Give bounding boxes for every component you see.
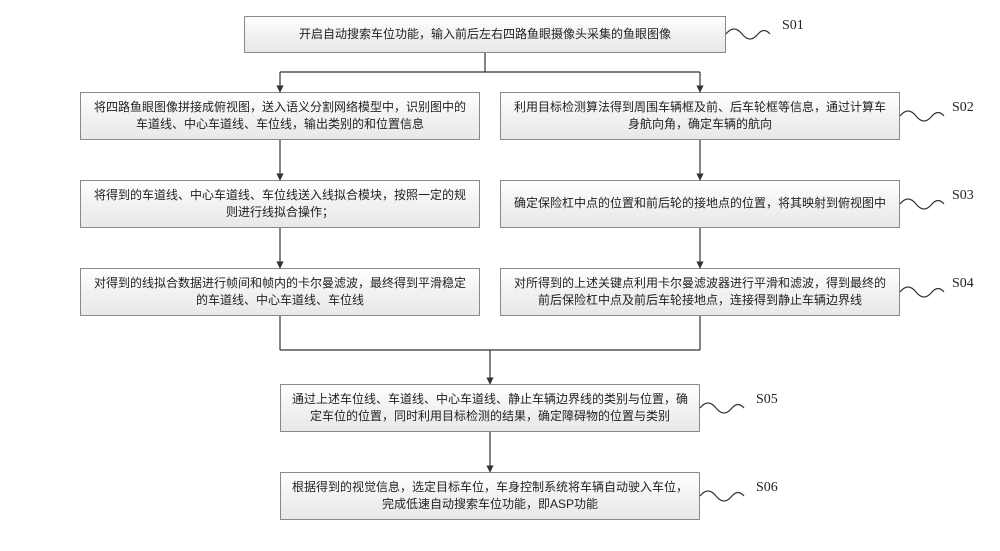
step-s04-right: 对所得到的上述关键点利用卡尔曼滤波器进行平滑和滤波，得到最终的前后保险杠中点及前…	[500, 268, 900, 316]
step-s02-left: 将四路鱼眼图像拼接成俯视图，送入语义分割网络模型中，识别图中的车道线、中心车道线…	[80, 92, 480, 140]
step-s04r-text: 对所得到的上述关键点利用卡尔曼滤波器进行平滑和滤波，得到最终的前后保险杠中点及前…	[511, 275, 889, 310]
step-s01: 开启自动搜索车位功能，输入前后左右四路鱼眼摄像头采集的鱼眼图像	[244, 16, 726, 53]
step-s05: 通过上述车位线、车道线、中心车道线、静止车辆边界线的类别与位置，确定车位的位置，…	[280, 384, 700, 432]
step-s06: 根据得到的视觉信息，选定目标车位，车身控制系统将车辆自动驶入车位，完成低速自动搜…	[280, 472, 700, 520]
label-s01: S01	[782, 18, 804, 34]
label-s06: S06	[756, 480, 778, 496]
step-s05-text: 通过上述车位线、车道线、中心车道线、静止车辆边界线的类别与位置，确定车位的位置，…	[291, 391, 689, 426]
step-s04-left: 对得到的线拟合数据进行帧间和帧内的卡尔曼滤波，最终得到平滑稳定的车道线、中心车道…	[80, 268, 480, 316]
step-s06-text: 根据得到的视觉信息，选定目标车位，车身控制系统将车辆自动驶入车位，完成低速自动搜…	[291, 479, 689, 514]
label-s03: S03	[952, 188, 974, 204]
flowchart-canvas: 开启自动搜索车位功能，输入前后左右四路鱼眼摄像头采集的鱼眼图像 将四路鱼眼图像拼…	[0, 0, 1000, 551]
label-s05: S05	[756, 392, 778, 408]
label-s02: S02	[952, 100, 974, 116]
step-s03r-text: 确定保险杠中点的位置和前后轮的接地点的位置，将其映射到俯视图中	[514, 195, 886, 212]
step-s04l-text: 对得到的线拟合数据进行帧间和帧内的卡尔曼滤波，最终得到平滑稳定的车道线、中心车道…	[91, 275, 469, 310]
step-s01-text: 开启自动搜索车位功能，输入前后左右四路鱼眼摄像头采集的鱼眼图像	[299, 26, 671, 43]
label-s04: S04	[952, 276, 974, 292]
step-s02-right: 利用目标检测算法得到周围车辆框及前、后车轮框等信息，通过计算车身航向角，确定车辆…	[500, 92, 900, 140]
step-s03-right: 确定保险杠中点的位置和前后轮的接地点的位置，将其映射到俯视图中	[500, 180, 900, 228]
step-s02r-text: 利用目标检测算法得到周围车辆框及前、后车轮框等信息，通过计算车身航向角，确定车辆…	[511, 99, 889, 134]
step-s03-left: 将得到的车道线、中心车道线、车位线送入线拟合模块，按照一定的规则进行线拟合操作；	[80, 180, 480, 228]
step-s02l-text: 将四路鱼眼图像拼接成俯视图，送入语义分割网络模型中，识别图中的车道线、中心车道线…	[91, 99, 469, 134]
step-s03l-text: 将得到的车道线、中心车道线、车位线送入线拟合模块，按照一定的规则进行线拟合操作；	[91, 187, 469, 222]
